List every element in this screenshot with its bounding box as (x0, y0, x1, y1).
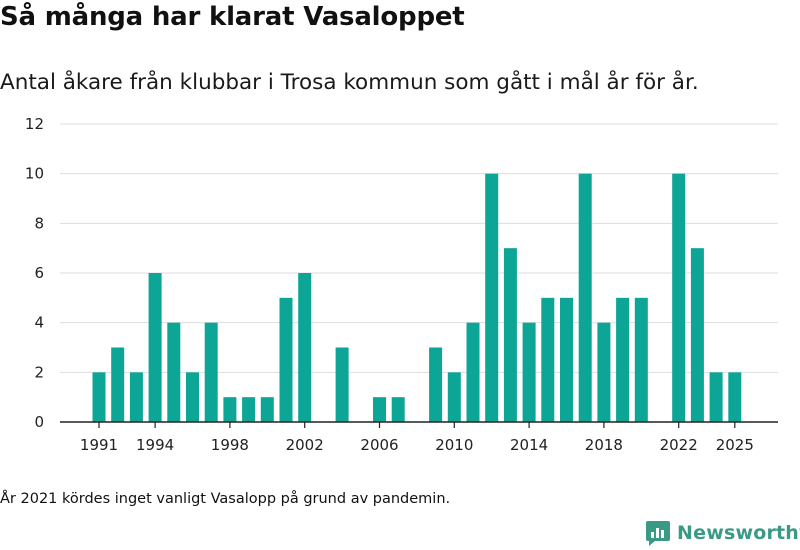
bar (260, 397, 274, 422)
bar (298, 273, 312, 422)
bar (242, 397, 256, 422)
bar (148, 273, 162, 422)
bar (728, 372, 742, 422)
bar (485, 173, 499, 422)
newsworthy-logo-icon (646, 521, 670, 546)
brand[interactable]: Newsworthy (645, 519, 800, 547)
bar (541, 297, 555, 422)
bar (335, 347, 349, 422)
x-tick-label: 1991 (80, 436, 118, 454)
x-tick-label: 2014 (510, 436, 548, 454)
bar (373, 397, 386, 422)
bar (522, 322, 536, 422)
bar (616, 297, 630, 422)
x-tick-label: 2022 (660, 436, 698, 454)
x-tick-label: 2006 (360, 436, 398, 454)
y-tick-label: 0 (34, 413, 44, 431)
bar (204, 322, 218, 422)
axes: 0 2 4 6 8 10 12 1991 1994 1998 2002 2006 2010 2014 201… (25, 115, 778, 454)
brand-name: Newsworthy (677, 522, 800, 544)
chart-title: Så många har klarat Vasaloppet (0, 2, 465, 32)
bar-chart: 0 2 4 6 8 10 12 1991 1994 1998 2002 2006 2010 2014 201… (25, 115, 778, 454)
footnote: År 2021 kördes inget vanligt Vasalopp på… (0, 491, 451, 507)
bar (672, 173, 686, 422)
bar (129, 372, 143, 422)
bar (92, 372, 106, 422)
bar (690, 248, 704, 422)
y-tick-label: 8 (34, 214, 44, 232)
x-tick-label: 2010 (435, 436, 473, 454)
bar (186, 372, 199, 422)
bar (111, 347, 125, 422)
bar (167, 322, 181, 422)
bar (578, 173, 592, 422)
bar (709, 372, 723, 422)
bar (560, 297, 573, 422)
x-tick-label: 2018 (585, 436, 623, 454)
chart-subtitle: Antal åkare från klubbar i Trosa kommun … (0, 70, 699, 95)
x-tick-label: 2002 (286, 436, 324, 454)
bar (279, 297, 293, 422)
y-tick-label: 4 (34, 314, 44, 332)
x-tick-label: 1998 (211, 436, 249, 454)
x-tick-label: 2025 (716, 436, 754, 454)
bar (223, 397, 237, 422)
x-tick-label: 1994 (136, 436, 174, 454)
bar (391, 397, 405, 422)
y-tick-label: 6 (34, 264, 44, 282)
bar (466, 322, 480, 422)
bar (597, 322, 611, 422)
bar (447, 372, 461, 422)
y-tick-label: 10 (25, 165, 44, 183)
y-tick-label: 2 (34, 363, 44, 381)
bar (429, 347, 443, 422)
bars (92, 173, 742, 422)
bar (634, 297, 648, 422)
bar (503, 248, 517, 422)
y-tick-label: 12 (25, 115, 44, 133)
